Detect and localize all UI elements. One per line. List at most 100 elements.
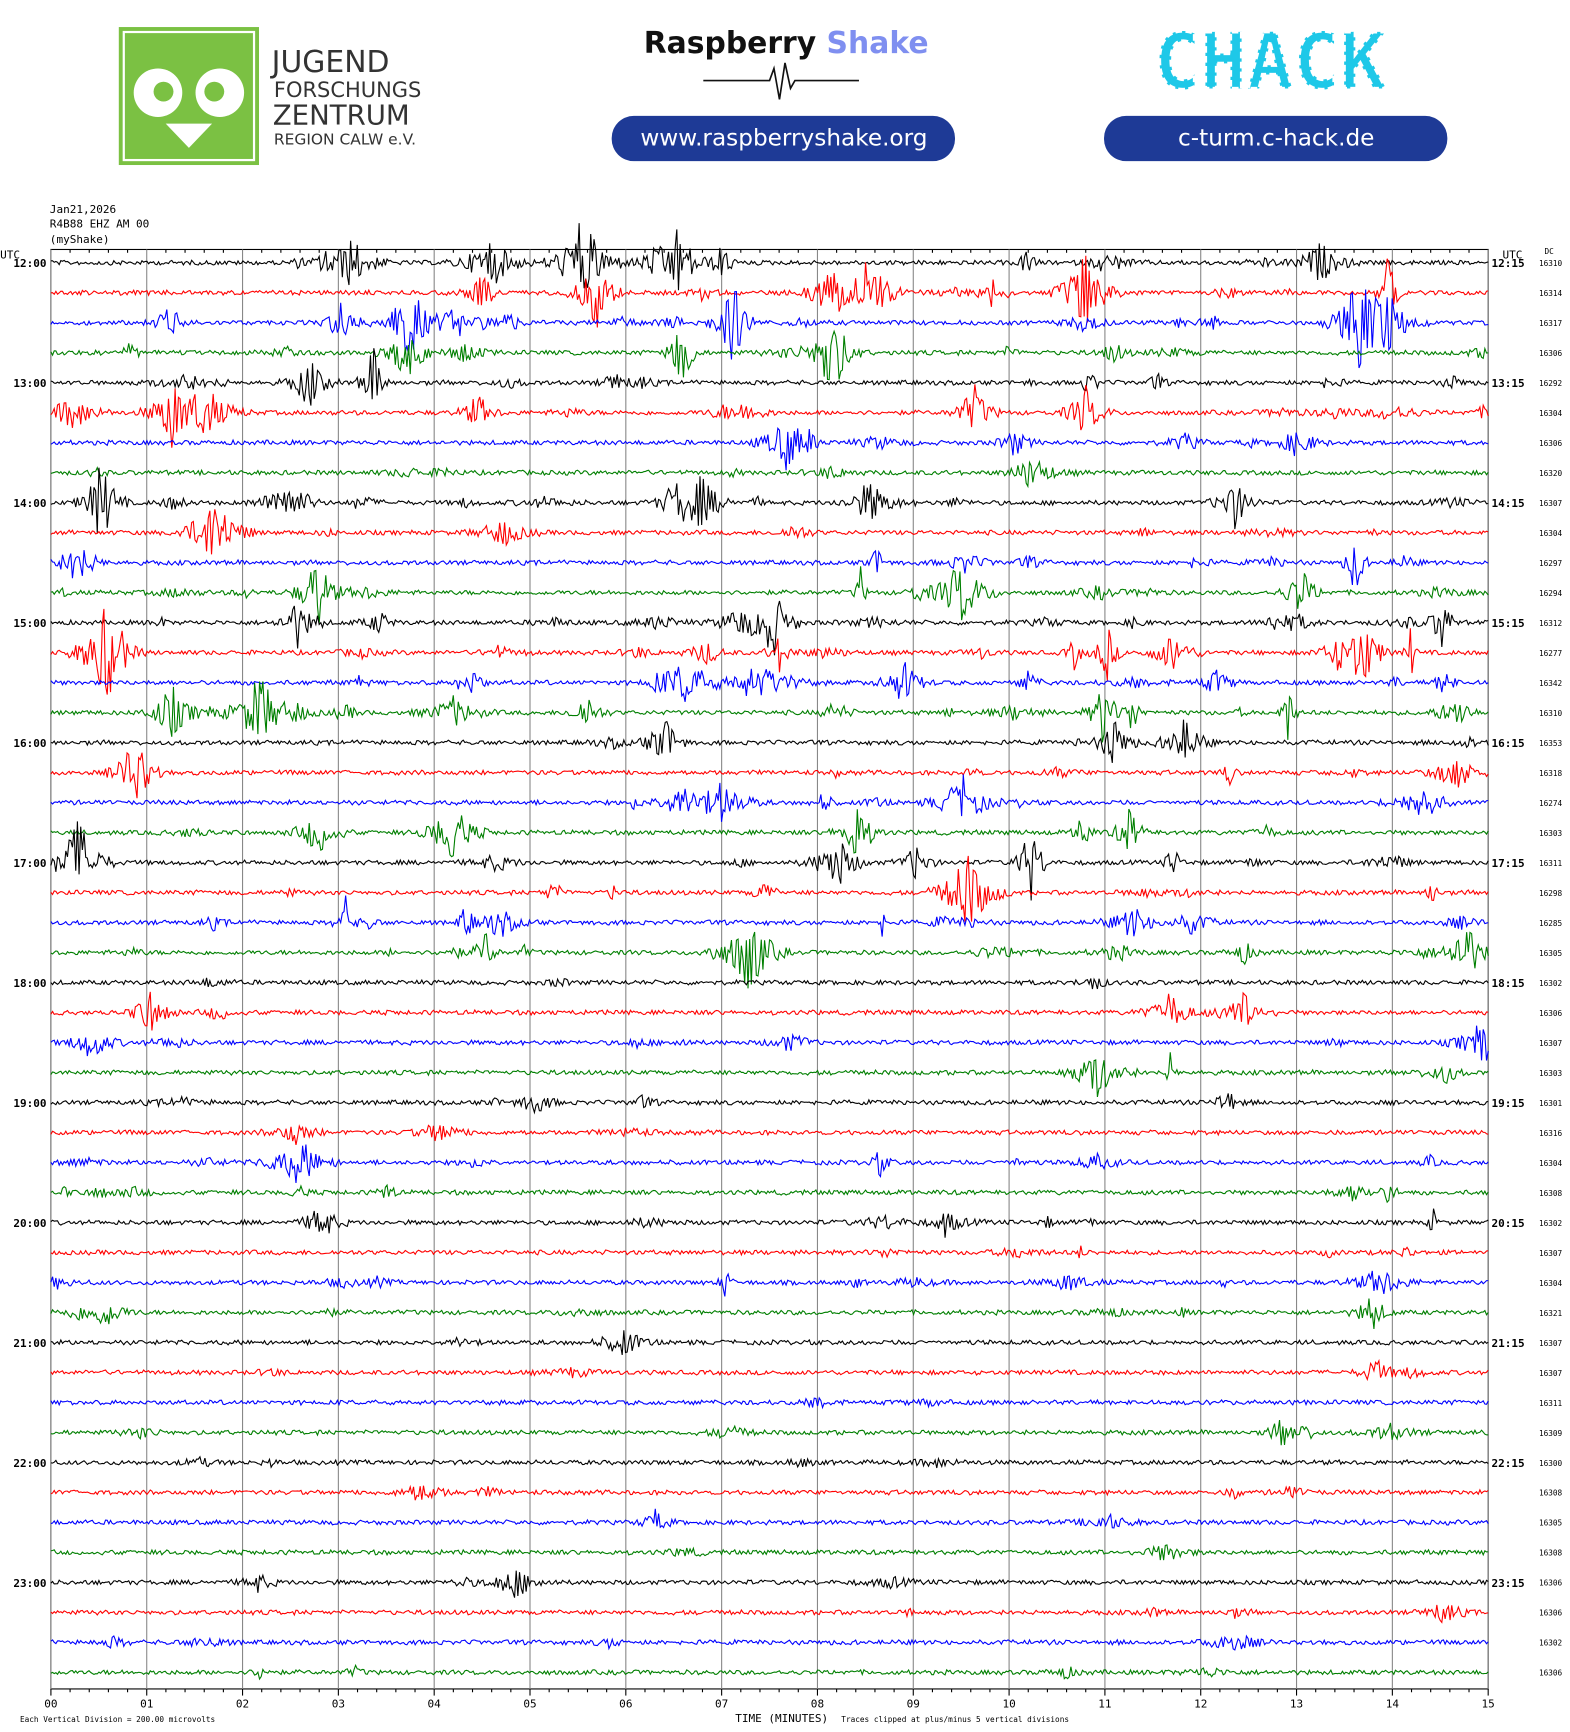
dc-value: 16304 xyxy=(1539,1279,1563,1288)
right-time-label: 19:15 xyxy=(1491,1097,1524,1110)
dc-value: 16302 xyxy=(1539,1219,1562,1228)
x-tick-label: 09 xyxy=(907,1698,920,1711)
x-tick-label: 08 xyxy=(811,1698,824,1711)
dc-value: 16304 xyxy=(1539,529,1563,538)
left-time-label: 18:00 xyxy=(13,977,46,990)
right-time-label: 16:15 xyxy=(1491,737,1524,750)
dc-value: 16302 xyxy=(1539,1639,1562,1648)
trace xyxy=(50,751,1489,799)
dc-value: 16308 xyxy=(1539,1549,1563,1558)
trace xyxy=(50,1455,1489,1469)
dc-value: 16304 xyxy=(1539,409,1563,418)
plot-frame xyxy=(50,248,1489,1690)
right-time-label: 12:15 xyxy=(1491,257,1524,270)
trace xyxy=(50,1208,1489,1238)
dc-value: 16311 xyxy=(1539,1399,1563,1408)
dc-value: 16298 xyxy=(1539,889,1563,898)
trace xyxy=(50,223,1489,291)
dc-value: 16310 xyxy=(1539,259,1563,268)
x-tick-label: 06 xyxy=(619,1698,632,1711)
trace xyxy=(50,1570,1489,1598)
trace xyxy=(50,384,1489,448)
dc-value: 16302 xyxy=(1539,979,1562,988)
footnote-right: Traces clipped at plus/minus 5 vertical … xyxy=(841,1715,1069,1724)
dc-value: 16309 xyxy=(1539,1429,1563,1438)
rs-logo: Raspberry Shake www.raspberryshake.org xyxy=(611,26,955,162)
chack-logo: CHACK c-turm.c-hack.de xyxy=(1104,16,1448,162)
trace xyxy=(50,1508,1489,1529)
owl-pupil xyxy=(204,81,225,102)
trace xyxy=(50,1358,1489,1382)
x-tick-label: 15 xyxy=(1482,1698,1495,1711)
x-tick-label: 05 xyxy=(523,1698,536,1711)
left-time-label: 20:00 xyxy=(13,1217,46,1230)
dc-value: 16304 xyxy=(1539,1159,1563,1168)
rs-brand: Raspberry Shake xyxy=(644,26,929,61)
dc-value: 16277 xyxy=(1539,649,1563,658)
right-time-label: 23:15 xyxy=(1491,1577,1524,1590)
trace xyxy=(50,1419,1489,1446)
trace xyxy=(50,1396,1489,1410)
dc-value: 16306 xyxy=(1539,1669,1563,1678)
dc-value: 16294 xyxy=(1539,589,1563,598)
dc-value: 16306 xyxy=(1539,1579,1563,1588)
dc-value: 16310 xyxy=(1539,709,1563,718)
trace xyxy=(50,289,1489,369)
dc-value: 16303 xyxy=(1539,829,1563,838)
jfz-text: JUGEND xyxy=(270,45,390,80)
jfz-text: FORSCHUNGS xyxy=(274,78,421,102)
dc-value: 16301 xyxy=(1539,1099,1563,1108)
trace xyxy=(50,1093,1489,1115)
rs-brand-1: Raspberry xyxy=(644,26,816,61)
right-time-label: 21:15 xyxy=(1491,1337,1524,1350)
rs-wave xyxy=(703,62,859,100)
trace xyxy=(50,547,1489,586)
dc-value: 16297 xyxy=(1539,559,1563,568)
left-time-label: 15:00 xyxy=(13,617,46,630)
dc-value: 16311 xyxy=(1539,859,1563,868)
trace xyxy=(50,1330,1489,1355)
trace xyxy=(50,662,1489,702)
dc-value: 16303 xyxy=(1539,1069,1563,1078)
left-time-label: 14:00 xyxy=(13,497,46,510)
right-time-label: 13:15 xyxy=(1491,377,1524,390)
trace xyxy=(50,1663,1489,1681)
trace xyxy=(50,931,1489,989)
trace xyxy=(50,1245,1489,1259)
trace xyxy=(50,895,1489,937)
dc-value: 16307 xyxy=(1539,1039,1563,1048)
dc-value: 16306 xyxy=(1539,1609,1563,1618)
left-time-label: 23:00 xyxy=(13,1577,46,1590)
dc-value: 16308 xyxy=(1539,1189,1563,1198)
x-tick-label: 04 xyxy=(428,1698,442,1711)
trace xyxy=(50,459,1489,489)
footnote-left: Each Vertical Division = 200.00 microvol… xyxy=(20,1715,215,1724)
right-time-label: 17:15 xyxy=(1491,857,1524,870)
trace xyxy=(50,1144,1489,1183)
x-tick-label: 03 xyxy=(332,1698,345,1711)
dc-value: 16300 xyxy=(1539,1459,1563,1468)
x-axis-label: TIME (MINUTES) xyxy=(735,1712,828,1725)
source: (myShake) xyxy=(50,233,110,246)
dc-value: 16320 xyxy=(1539,469,1563,478)
trace xyxy=(50,467,1489,534)
trace xyxy=(50,821,1489,901)
dc-value: 16312 xyxy=(1539,619,1562,628)
left-time-label: 16:00 xyxy=(13,737,46,750)
x-tick-label: 12 xyxy=(1194,1698,1207,1711)
trace xyxy=(50,1124,1489,1146)
x-tick-label: 07 xyxy=(715,1698,728,1711)
right-time-label: 18:15 xyxy=(1491,977,1524,990)
trace xyxy=(50,1484,1489,1501)
x-tick-label: 13 xyxy=(1290,1698,1303,1711)
right-time-label: 14:15 xyxy=(1491,497,1524,510)
trace xyxy=(50,991,1489,1031)
trace xyxy=(50,681,1489,743)
chack-url: c-turm.c-hack.de xyxy=(1178,125,1374,152)
dc-value: 16305 xyxy=(1539,1519,1563,1528)
dc-value: 16307 xyxy=(1539,1249,1563,1258)
right-time-label: 22:15 xyxy=(1491,1457,1524,1470)
trace xyxy=(50,977,1489,990)
left-axis-label: UTC xyxy=(0,248,20,261)
